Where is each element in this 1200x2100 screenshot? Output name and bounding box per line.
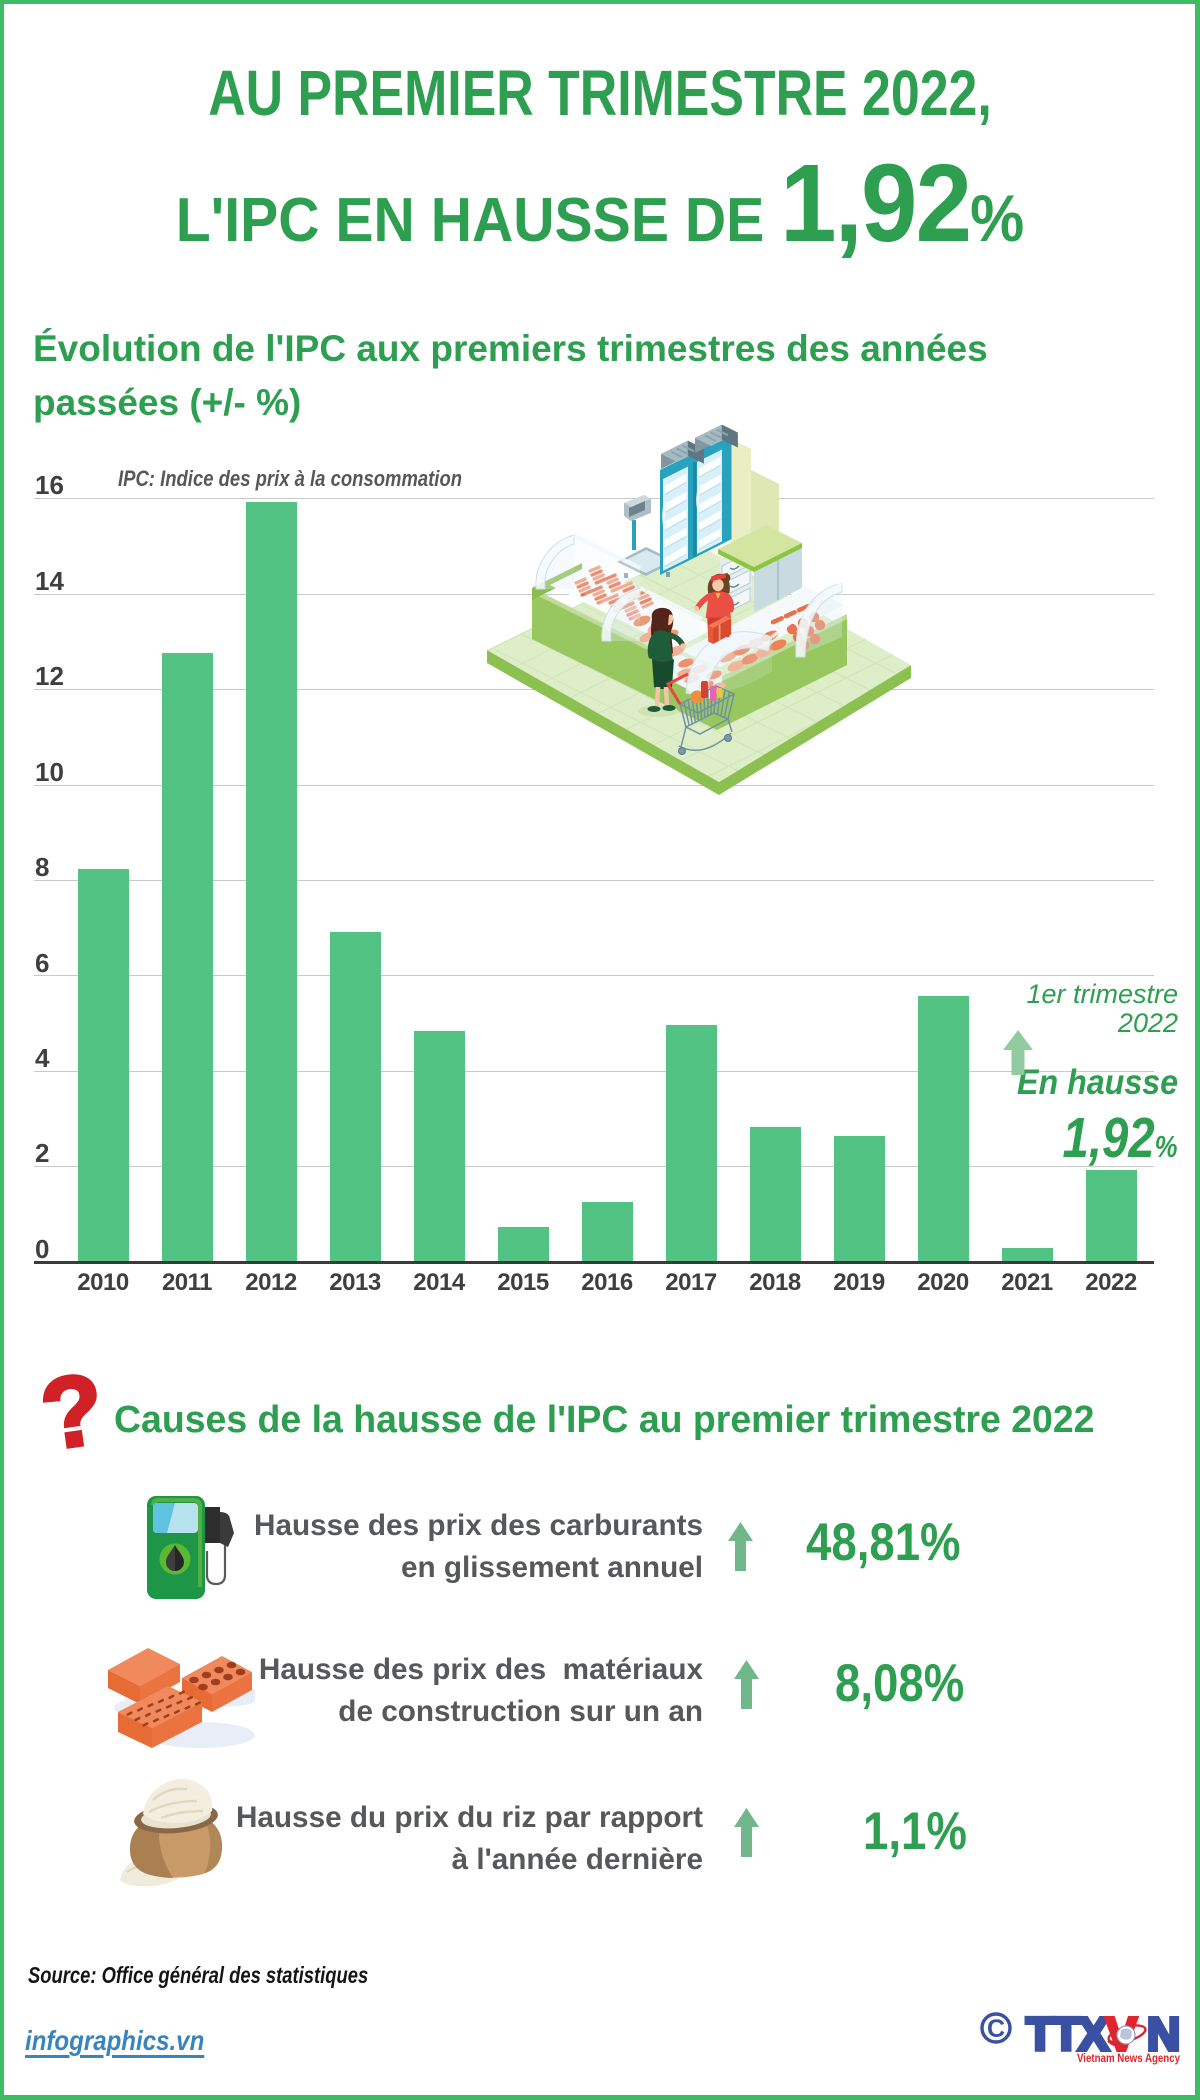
svg-text:N: N xyxy=(1147,2008,1180,2060)
svg-text:TTX: TTX xyxy=(1026,2008,1109,2060)
svg-text:Vietnam News Agency: Vietnam News Agency xyxy=(1077,2051,1180,2065)
svg-text:C: C xyxy=(987,2015,1005,2043)
